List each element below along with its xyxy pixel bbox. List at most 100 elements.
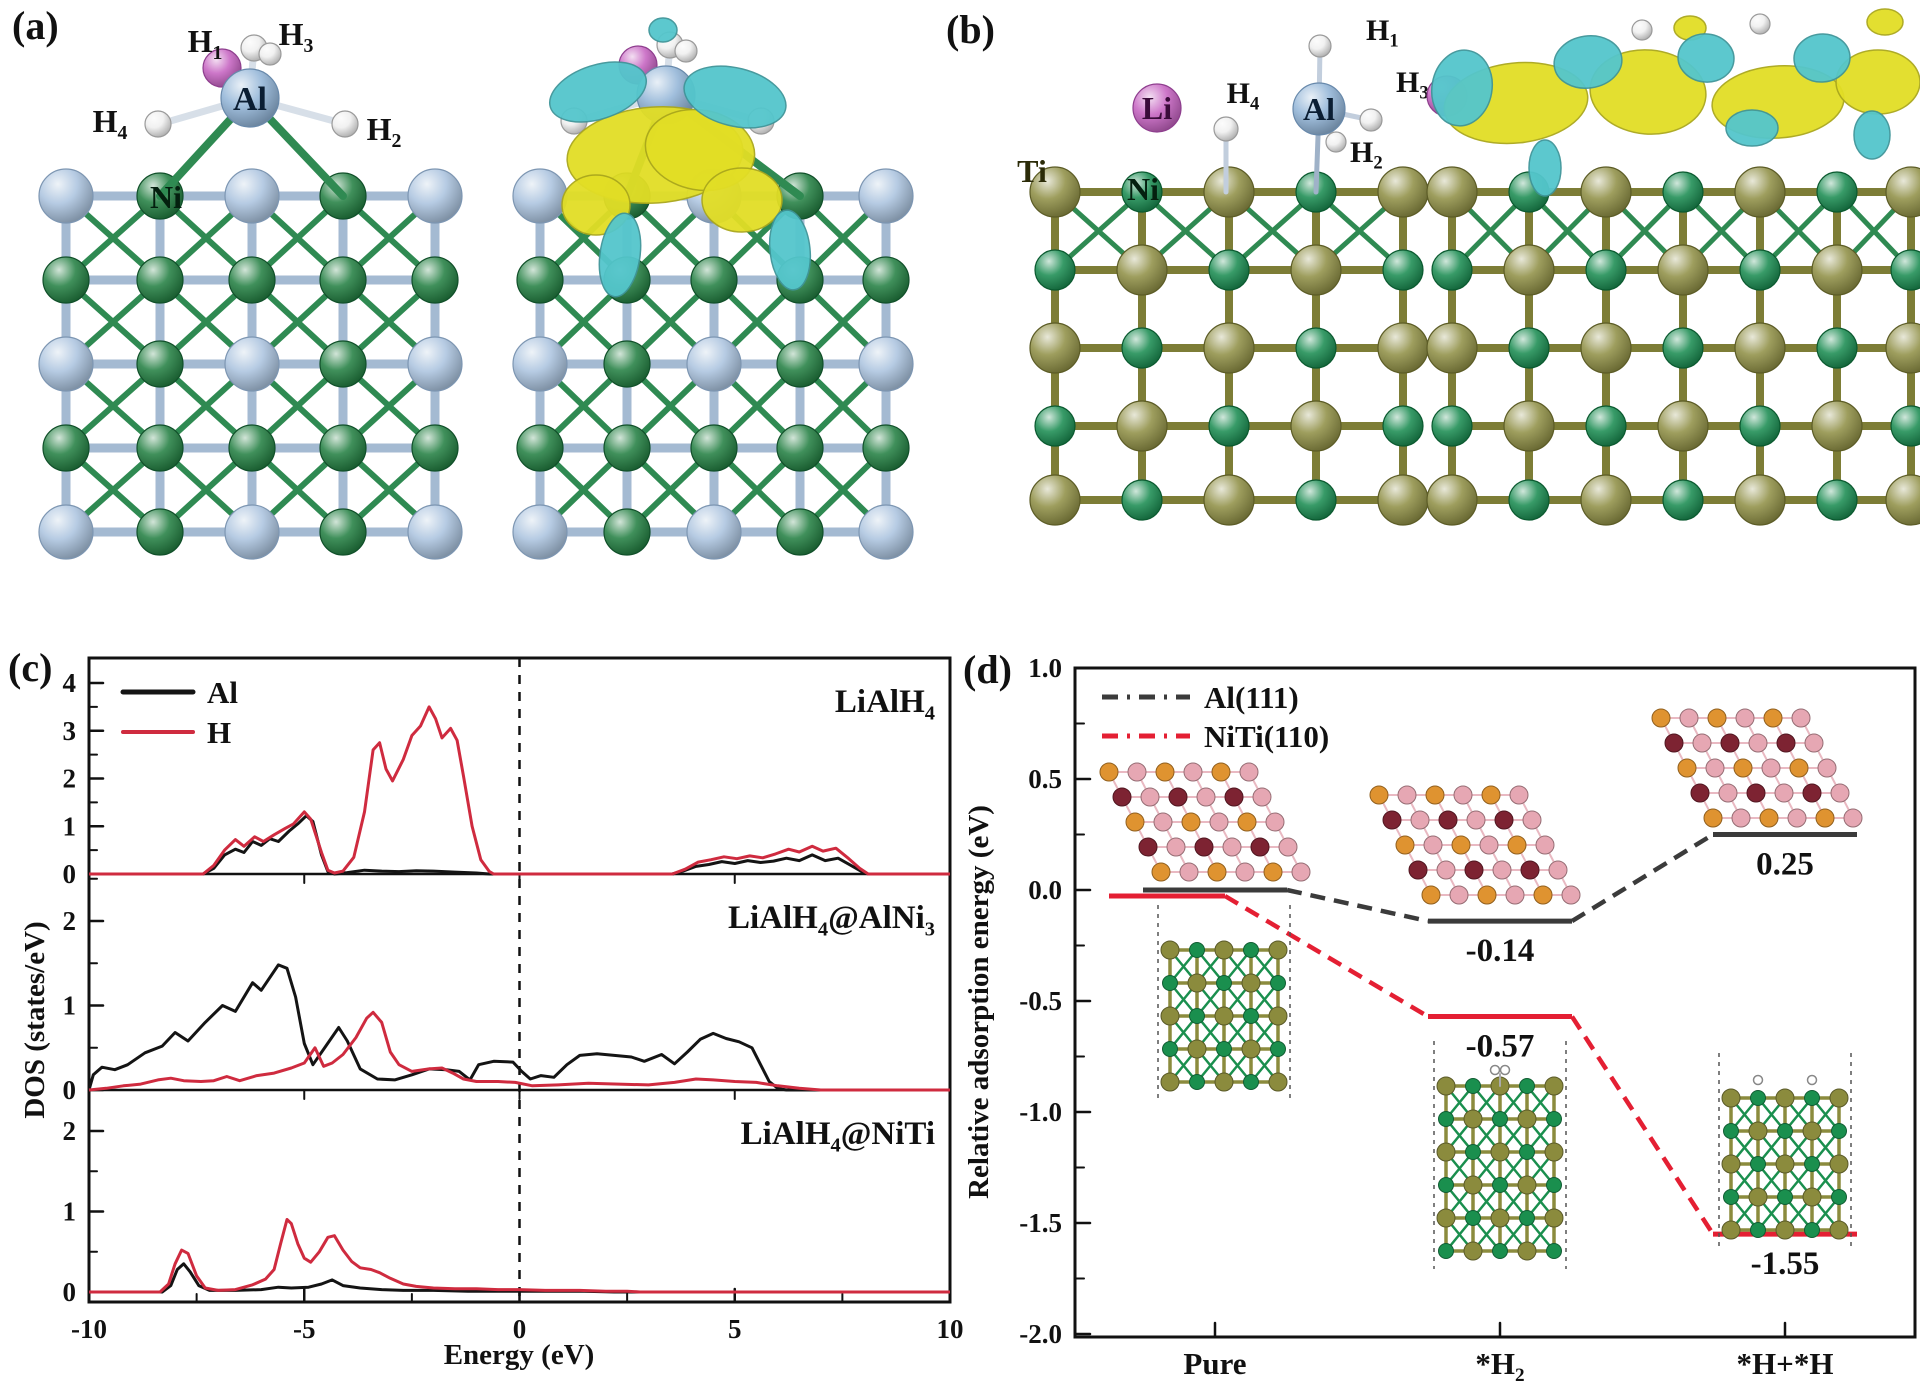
- y-tick-label: -1.0: [1019, 1097, 1062, 1127]
- ni-atom: [1508, 479, 1550, 521]
- ti-atom: [1377, 322, 1429, 374]
- isosurface-yellow-blob: [1866, 8, 1904, 36]
- ti-atom: [1029, 474, 1081, 526]
- y-tick-label: 0: [63, 1277, 77, 1307]
- inset-atom: [1522, 810, 1542, 830]
- text-run: 2: [1515, 1365, 1525, 1383]
- text-run: 4: [117, 122, 127, 144]
- ni-atom: [411, 424, 459, 472]
- inset-atom: [1160, 1006, 1180, 1026]
- ni-atom: [1034, 405, 1076, 447]
- inset-atom: [1479, 835, 1499, 855]
- ti-atom: [1203, 474, 1255, 526]
- inset-niti-sideview: [1433, 1041, 1567, 1269]
- inset-atom: [1436, 1208, 1456, 1228]
- ti-atom: [1657, 400, 1709, 452]
- ni-atom: [1382, 249, 1424, 291]
- ni-atom: [319, 424, 367, 472]
- atom-label-ni: Ni: [1127, 171, 1159, 207]
- y-tick-label: 1: [63, 1197, 77, 1227]
- inset-atom: [1179, 862, 1199, 882]
- text-run: 1.0: [1028, 653, 1062, 683]
- ni-atom: [603, 508, 651, 556]
- inset-h-atom: [1806, 1074, 1818, 1086]
- dos-curve-al-1: [87, 963, 950, 1092]
- inset-al111-topview: [1099, 762, 1311, 882]
- al-atom: [407, 504, 463, 560]
- inset-atom: [1187, 1039, 1207, 1059]
- dos-subplot-label: LiAlH4@NiTi: [741, 1116, 935, 1156]
- text-run: *H: [1475, 1346, 1515, 1381]
- inset-atom: [1268, 940, 1288, 960]
- ni-atom: [1431, 405, 1473, 447]
- inset-atom: [1436, 1076, 1456, 1096]
- inset-al111-topview: [1651, 708, 1863, 828]
- inset-atom: [1815, 808, 1835, 828]
- dos-curve-al-0: [89, 814, 950, 876]
- ni-atom: [1890, 249, 1920, 291]
- inset-atom: [1775, 1154, 1795, 1174]
- inset-atom: [1214, 1072, 1234, 1092]
- isosurface-cyan-blob: [1793, 33, 1851, 83]
- text-run: 0: [513, 1314, 527, 1344]
- x-tick-label: -5: [293, 1314, 316, 1344]
- ni-atom: [42, 424, 90, 472]
- text-run: 4: [925, 702, 935, 724]
- text-run: 2: [63, 906, 77, 936]
- inset-atom: [1707, 708, 1727, 728]
- ni-atom: [319, 256, 367, 304]
- inset-atom: [1451, 835, 1471, 855]
- inset-atom: [1466, 810, 1486, 830]
- ni-atom: [1739, 405, 1781, 447]
- inset-atom: [1423, 835, 1443, 855]
- ti-atom: [1377, 474, 1429, 526]
- inset-atom: [1775, 1088, 1795, 1108]
- inset-atom: [1774, 783, 1794, 803]
- inset-h2-molecule: [1489, 1064, 1501, 1076]
- inset-atom: [1291, 862, 1311, 882]
- ti-atom: [1885, 166, 1920, 218]
- inset-atom: [1804, 733, 1824, 753]
- text-run: *H+*H: [1737, 1346, 1834, 1381]
- inset-atom: [1196, 787, 1216, 807]
- ti-atom: [1426, 322, 1478, 374]
- li-atom: [1132, 83, 1182, 133]
- text-run: Energy (eV): [444, 1339, 595, 1371]
- text-run: -10: [71, 1314, 107, 1344]
- y-tick-label: 0: [63, 859, 77, 889]
- ni-atom: [136, 424, 184, 472]
- inset-atom: [1831, 1123, 1847, 1139]
- inset-atom: [1408, 860, 1428, 880]
- inset-atom: [1505, 885, 1525, 905]
- h-atom: [1325, 131, 1347, 153]
- isosurface-cyan-blob: [1528, 139, 1562, 197]
- y-axis-title: DOS (states/eV): [19, 921, 51, 1118]
- inset-atom: [1239, 762, 1259, 782]
- al-atom: [224, 504, 280, 560]
- al-atom: [38, 168, 94, 224]
- inset-atom: [1127, 762, 1147, 782]
- al-atom: [38, 336, 94, 392]
- ni-atom: [1816, 479, 1858, 521]
- text-run: Al: [1303, 91, 1335, 127]
- text-run: 0.25: [1756, 847, 1814, 883]
- inset-atom: [1270, 1041, 1286, 1057]
- inset-atom: [1544, 1076, 1564, 1096]
- energy-plot-border: [1073, 666, 1917, 1339]
- ti-atom: [1885, 474, 1920, 526]
- text-run: 2: [63, 1116, 77, 1146]
- text-run: 4: [1250, 94, 1259, 115]
- atom-label-h3: H3: [1396, 66, 1429, 104]
- ni-atom: [603, 340, 651, 388]
- al-atom: [858, 168, 914, 224]
- ni-atom: [228, 256, 276, 304]
- panel-c-label: (c): [8, 645, 53, 690]
- inset-atom: [1546, 1111, 1562, 1127]
- inset-atom: [1243, 1008, 1259, 1024]
- energy-value-label: -0.14: [1466, 933, 1535, 969]
- ti-atom: [1885, 322, 1920, 374]
- inset-atom: [1268, 1072, 1288, 1092]
- inset-atom: [1690, 783, 1710, 803]
